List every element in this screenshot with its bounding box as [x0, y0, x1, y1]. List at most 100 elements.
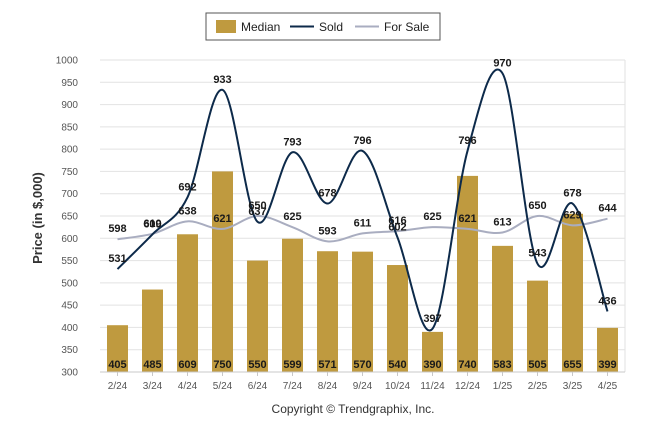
sold-point-label: 796 [458, 135, 476, 147]
x-tick-label: 9/24 [353, 381, 373, 392]
for-sale-point-label: 638 [178, 205, 196, 217]
median-bar-label: 599 [283, 359, 301, 371]
y-tick-label: 750 [61, 167, 78, 178]
y-tick-label: 850 [61, 122, 78, 133]
x-tick-label: 7/24 [283, 381, 303, 392]
median-bar-label: 405 [108, 359, 126, 371]
for-sale-point-label: 650 [528, 200, 546, 212]
x-tick-label: 5/24 [213, 381, 233, 392]
for-sale-point-label: 611 [354, 217, 372, 229]
sold-line [116, 68, 609, 332]
median-bar-label: 485 [143, 359, 161, 371]
y-tick-label: 500 [61, 278, 78, 289]
for-sale-point-label: 625 [423, 211, 441, 223]
y-tick-label: 400 [61, 323, 78, 334]
median-bar-label: 390 [423, 359, 441, 371]
sold-point-label: 436 [598, 295, 616, 307]
x-tick-label: 3/25 [563, 381, 583, 392]
y-axis-label: Price (in $,000) [30, 172, 45, 264]
y-tick-label: 950 [61, 78, 78, 89]
y-tick-label: 350 [61, 345, 78, 356]
legend-label-sold: Sold [319, 20, 343, 34]
median-bar-label: 570 [353, 359, 371, 371]
median-bar [387, 265, 408, 372]
x-tick-label: 3/24 [143, 381, 163, 392]
median-bar-label: 571 [318, 359, 336, 371]
y-tick-label: 450 [61, 301, 78, 312]
x-tick-label: 11/24 [420, 381, 445, 392]
x-tick-label: 1/25 [493, 381, 513, 392]
median-bar [457, 175, 478, 372]
sold-point-label: 933 [213, 74, 231, 86]
for-sale-point-label: 644 [598, 203, 617, 215]
y-tick-label: 550 [61, 256, 78, 267]
sold-point-label: 602 [388, 221, 406, 233]
for-sale-point-label: 629 [563, 209, 581, 221]
median-bar [492, 245, 513, 372]
x-tick-label: 10/24 [385, 381, 410, 392]
copyright-text: Copyright © Trendgraphix, Inc. [272, 402, 435, 416]
median-bar [597, 327, 618, 372]
for-sale-point-label: 593 [318, 225, 336, 237]
median-bar-label: 750 [213, 359, 231, 371]
x-tick-label: 2/25 [528, 381, 548, 392]
median-bar-label: 655 [563, 359, 581, 371]
x-tick-label: 8/24 [318, 381, 338, 392]
median-bar-label: 740 [458, 359, 476, 371]
legend-label-for-sale: For Sale [384, 20, 430, 34]
for-sale-point-label: 650 [248, 200, 266, 212]
legend-swatch-median [216, 20, 236, 33]
sold-point-label: 793 [283, 136, 301, 148]
median-bar [317, 251, 338, 372]
x-tick-label: 4/24 [178, 381, 198, 392]
median-bar [282, 238, 303, 372]
for-sale-point-label: 610 [143, 218, 161, 230]
sold-point-label: 678 [318, 188, 336, 200]
median-bar-label: 540 [388, 359, 406, 371]
y-tick-label: 900 [61, 100, 78, 111]
x-tick-label: 6/24 [248, 381, 268, 392]
y-tick-label: 600 [61, 234, 78, 245]
for-sale-point-label: 616 [388, 215, 406, 227]
sold-point-label: 970 [493, 57, 511, 69]
median-bar [212, 171, 233, 372]
y-tick-label: 650 [61, 212, 78, 223]
sold-point-label: 543 [528, 248, 546, 260]
median-bar-label: 505 [528, 359, 546, 371]
legend: Median Sold For Sale [205, 12, 441, 41]
y-tick-label: 700 [61, 189, 78, 200]
for-sale-point-label: 621 [213, 213, 231, 225]
for-sale-point-label: 625 [283, 211, 301, 223]
legend-label-median: Median [241, 20, 280, 34]
for-sale-point-label: 598 [108, 223, 126, 235]
median-bar [247, 260, 268, 372]
median-bar [527, 280, 548, 372]
median-bar [107, 325, 128, 372]
median-bar [352, 251, 373, 372]
y-tick-label: 800 [61, 145, 78, 156]
median-bar [422, 331, 443, 372]
x-tick-label: 12/24 [455, 381, 480, 392]
median-bar [142, 289, 163, 372]
for-sale-point-label: 613 [493, 216, 511, 228]
legend-box [205, 12, 441, 41]
for-sale-point-label: 621 [458, 213, 476, 225]
median-bar-label: 583 [493, 359, 511, 371]
x-tick-label: 2/24 [108, 381, 128, 392]
median-bar [562, 213, 583, 372]
sold-point-label: 531 [108, 253, 126, 265]
sold-point-label: 609 [143, 218, 161, 230]
median-bar-label: 550 [248, 359, 266, 371]
y-tick-label: 300 [61, 368, 78, 379]
x-tick-label: 4/25 [598, 381, 618, 392]
sold-point-label: 678 [563, 188, 581, 200]
median-bar-label: 399 [598, 359, 616, 371]
median-bar [177, 234, 198, 372]
median-bar-label: 609 [178, 359, 196, 371]
sold-point-label: 397 [423, 313, 441, 325]
y-tick-label: 1000 [56, 56, 79, 67]
sold-point-label: 637 [248, 206, 266, 218]
sold-point-label: 692 [178, 181, 196, 193]
